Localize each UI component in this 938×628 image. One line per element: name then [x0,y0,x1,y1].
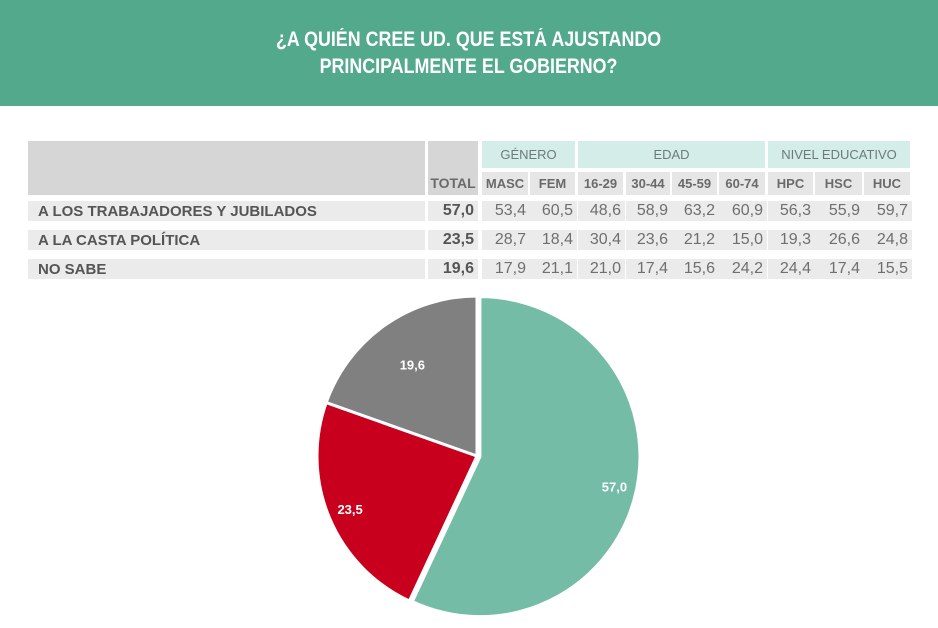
table-cell: 59,7 [864,201,912,221]
table-cell: 18,4 [530,230,577,250]
row-total: 19,6 [428,259,478,279]
table-cell: 21,0 [578,259,625,279]
table-cell: 21,2 [672,230,719,250]
table-cell: 55,9 [815,201,864,221]
table-cell: 48,6 [578,201,625,221]
table-cell: 26,6 [815,230,864,250]
column-header: MASC [482,172,528,195]
table-cell: 23,6 [626,230,672,250]
group-header: EDAD [578,141,765,168]
table-cell: 17,4 [815,259,864,279]
column-header: FEM [530,172,575,195]
table-cell: 15,0 [719,230,767,250]
group-header: GÉNERO [482,141,575,168]
table-cell: 15,5 [864,259,912,279]
table-cell: 28,7 [482,230,530,250]
row-label: NO SABE [28,259,425,279]
column-header: 30-44 [626,172,670,195]
column-header: HSC [815,172,862,195]
column-header: HPC [768,172,813,195]
table-cell: 58,9 [626,201,672,221]
table-cell: 60,9 [719,201,767,221]
pie-data-label: 19,6 [400,358,425,373]
table-header-blank [28,141,425,195]
chart-title: ¿A QUIÉN CREE UD. QUE ESTÁ AJUSTANDO PRIN… [276,26,661,80]
title-line-1: ¿A QUIÉN CREE UD. QUE ESTÁ AJUSTANDO [276,28,662,51]
column-header: 16-29 [578,172,623,195]
pie-slice [315,400,480,604]
row-total: 23,5 [428,230,478,250]
row-label: A LOS TRABAJADORES Y JUBILADOS [28,201,425,221]
group-header: NIVEL EDUCATIVO [768,141,910,168]
table-cell: 63,2 [672,201,719,221]
table-cell: 17,4 [626,259,672,279]
row-label: A LA CASTA POLÍTICA [28,230,425,250]
table-cell: 24,4 [768,259,815,279]
pie-slice [324,294,479,459]
table-cell: 19,3 [768,230,815,250]
pie-data-label: 57,0 [602,479,627,494]
table-cell: 24,8 [864,230,912,250]
column-header: 60-74 [719,172,765,195]
table-cell: 15,6 [672,259,719,279]
table-cell: 30,4 [578,230,625,250]
pie-slice [410,295,642,619]
table-cell: 53,4 [482,201,530,221]
row-total: 57,0 [428,201,478,221]
table-cell: 17,9 [482,259,530,279]
total-header: TOTAL [428,141,478,195]
column-header: HUC [864,172,910,195]
table-cell: 60,5 [530,201,577,221]
pie-data-label: 23,5 [337,502,362,517]
title-line-2: PRINCIPALMENTE EL GOBIERNO? [320,55,618,78]
table-cell: 56,3 [768,201,815,221]
column-header: 45-59 [672,172,717,195]
title-banner: ¿A QUIÉN CREE UD. QUE ESTÁ AJUSTANDO PRIN… [0,0,938,106]
table-cell: 21,1 [530,259,577,279]
table-cell: 24,2 [719,259,767,279]
